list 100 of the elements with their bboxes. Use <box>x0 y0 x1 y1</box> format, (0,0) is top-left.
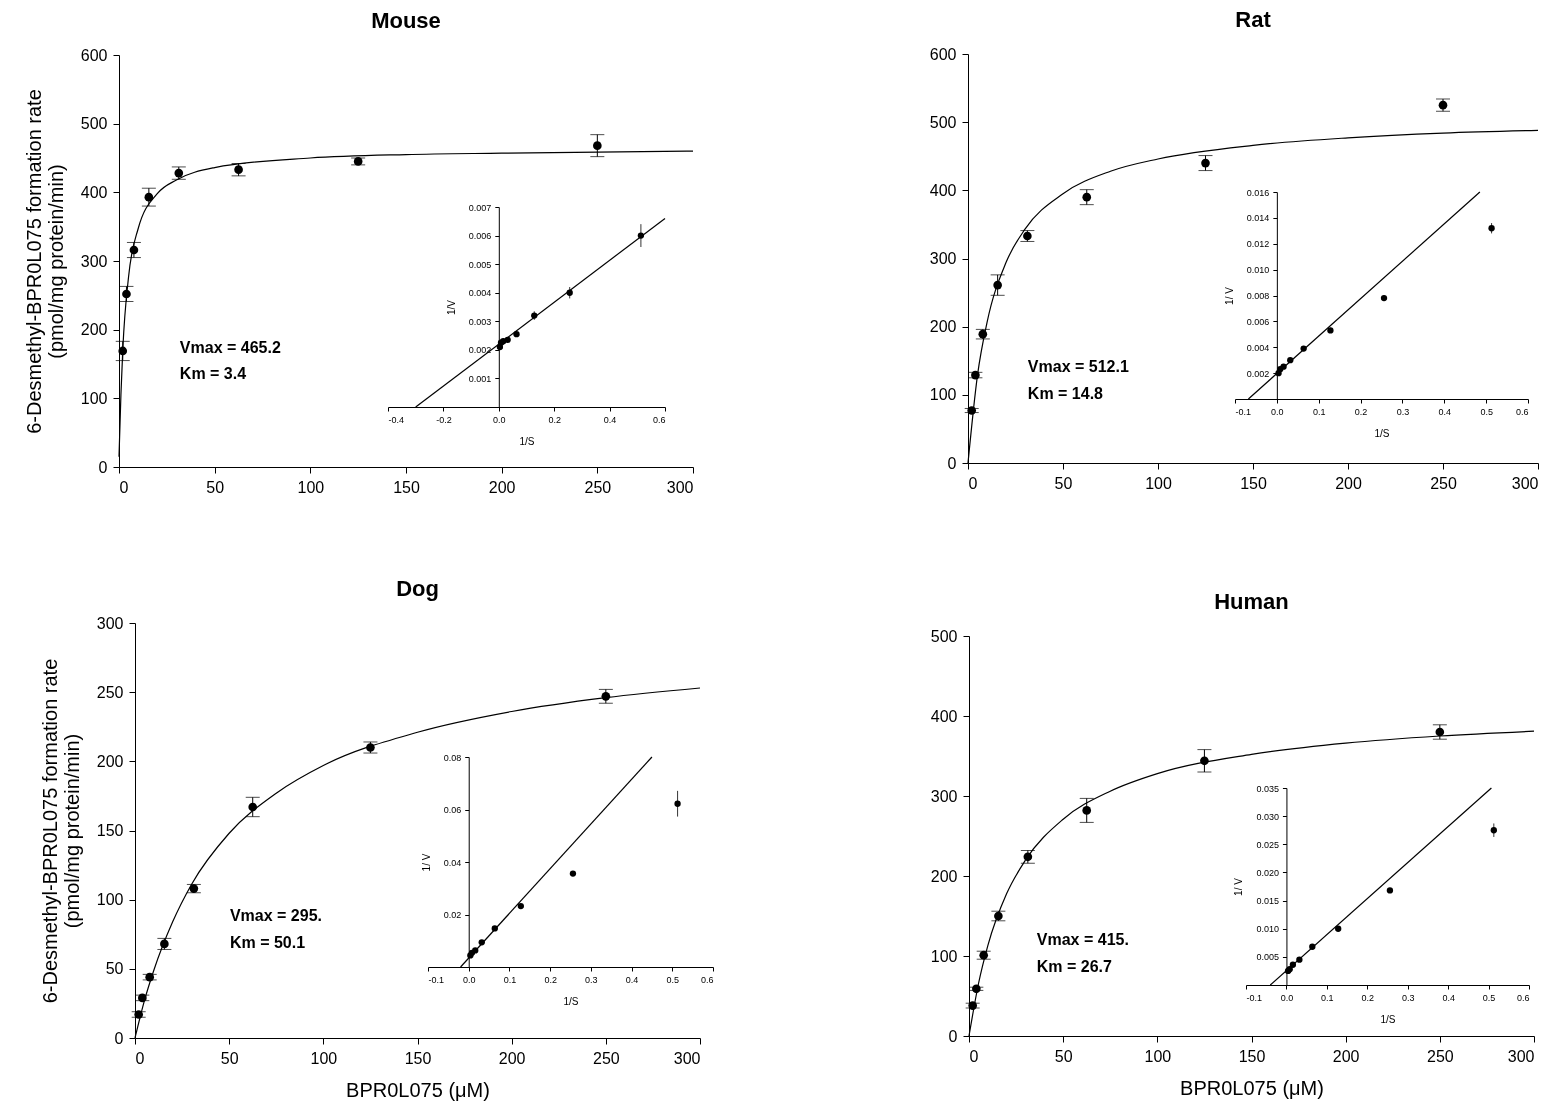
x-tick-label: 0.3 <box>1401 992 1415 1003</box>
x-tick-label: 0.6 <box>1516 992 1530 1003</box>
x-tick-label: 0.3 <box>585 974 598 985</box>
y-tick-label: 0.010 <box>1246 265 1270 276</box>
y-tick-label: 300 <box>96 614 124 632</box>
annotation: Vmax = 465.2 <box>179 338 281 356</box>
y-tick-label: 200 <box>930 867 958 885</box>
x-tick-label: 0.0 <box>1271 406 1284 417</box>
annotation: Km = 14.8 <box>1027 384 1104 402</box>
x-tick-label: 0.0 <box>1280 992 1294 1003</box>
x-axis-title: 1/S <box>1380 1013 1396 1025</box>
x-tick-label: 0.4 <box>603 414 617 425</box>
x-tick-label: 200 <box>1335 474 1362 492</box>
chart-title: Dog <box>396 576 439 601</box>
y-tick-label: 100 <box>929 386 957 404</box>
x-tick-label: 200 <box>1332 1047 1360 1065</box>
x-tick-label: 100 <box>1145 474 1172 492</box>
annotation: Vmax = 295. <box>229 906 322 924</box>
x-axis-title: BPR0L075 (μM) <box>1180 1076 1324 1099</box>
x-axis-title: 1/S <box>519 435 535 447</box>
y-tick-label: 500 <box>930 627 958 645</box>
x-tick-label: 0.4 <box>1438 406 1452 417</box>
y-tick-label: 0.014 <box>1246 213 1270 224</box>
y-tick-label: 0.006 <box>1246 316 1270 327</box>
x-tick-label: -0.1 <box>428 974 445 985</box>
y-tick-label: 400 <box>80 183 108 201</box>
y-tick-label: 100 <box>930 947 958 965</box>
x-axis-title: 1/S <box>563 995 579 1007</box>
x-tick-label: 0.2 <box>544 974 557 985</box>
chart-title: Mouse <box>371 8 441 33</box>
annotation: Vmax = 512.1 <box>1027 357 1129 375</box>
y-tick-label: 250 <box>96 683 124 701</box>
x-tick-label: 300 <box>1511 474 1539 492</box>
x-tick-label: 0.6 <box>1515 406 1529 417</box>
x-tick-label: 0.1 <box>1321 992 1334 1003</box>
x-tick-label: 200 <box>488 478 516 496</box>
y-tick-label: 400 <box>930 707 958 725</box>
x-tick-label: 250 <box>1430 474 1457 492</box>
y-axis-title: 1/ V <box>420 853 432 872</box>
x-tick-label: 0 <box>968 474 978 492</box>
y-tick-label: 0 <box>947 454 957 472</box>
y-tick-label: 100 <box>96 891 124 909</box>
chart-title: Rat <box>1235 7 1272 32</box>
x-tick-label: 300 <box>666 478 694 496</box>
x-tick-label: 0.5 <box>1480 406 1493 417</box>
y-tick-label: 0.003 <box>468 316 492 327</box>
x-tick-label: 0.2 <box>1354 406 1368 417</box>
y-tick-label: 500 <box>929 113 957 131</box>
x-tick-label: 0.4 <box>625 974 639 985</box>
y-tick-label: 300 <box>930 787 958 805</box>
y-axis-title: 1/V <box>445 299 457 316</box>
y-tick-label: 0 <box>98 458 108 476</box>
annotation: Vmax = 415. <box>1036 931 1129 948</box>
y-tick-label: 150 <box>96 822 124 839</box>
x-tick-label: 300 <box>673 1049 701 1067</box>
x-tick-label: 50 <box>220 1049 239 1067</box>
x-tick-label: 0 <box>969 1047 979 1065</box>
x-tick-label: 50 <box>1054 474 1073 492</box>
annotation: Km = 3.4 <box>179 365 247 383</box>
x-tick-label: -0.1 <box>1235 406 1252 417</box>
x-tick-label: 250 <box>584 478 612 496</box>
annotation: Km = 26.7 <box>1036 957 1113 975</box>
y-tick-label: 0.004 <box>1246 342 1270 353</box>
y-tick-label: 0.001 <box>468 373 492 384</box>
y-axis-title: 1/ V <box>1223 286 1235 305</box>
x-tick-label: 50 <box>1054 1047 1073 1065</box>
y-tick-label: 0.006 <box>468 231 492 242</box>
y-tick-label: 0.08 <box>443 752 462 763</box>
y-tick-label: 600 <box>929 45 957 63</box>
y-tick-label: 0.06 <box>443 805 462 815</box>
x-tick-label: 0.4 <box>1442 992 1455 1003</box>
y-tick-label: 0.016 <box>1246 187 1270 198</box>
chart-title: Human <box>1214 589 1289 614</box>
x-tick-label: 50 <box>206 478 225 496</box>
y-tick-label: 500 <box>80 115 108 133</box>
x-tick-label: 0 <box>135 1049 145 1067</box>
y-tick-label: 200 <box>929 318 957 336</box>
y-tick-label: 0.005 <box>1256 952 1279 963</box>
y-axis-title: 6-Desmethyl-BPR0L075 formation rate (pmol/mg protein/min) <box>38 658 83 1004</box>
x-tick-label: -0.2 <box>436 414 452 425</box>
y-axis-title: 1/ V <box>1233 877 1245 896</box>
x-tick-label: 0.3 <box>1396 406 1410 417</box>
y-tick-label: 300 <box>929 250 957 267</box>
y-tick-label: 0.004 <box>468 288 492 299</box>
y-tick-label: 200 <box>80 321 108 339</box>
x-tick-label: 0.0 <box>493 414 506 425</box>
y-tick-label: 0.04 <box>443 857 462 868</box>
y-tick-label: 200 <box>96 752 124 770</box>
x-tick-label: 0.6 <box>652 414 666 425</box>
x-axis-title: 1/S <box>1374 427 1390 439</box>
y-tick-label: 600 <box>80 46 108 64</box>
x-tick-label: 150 <box>404 1049 432 1067</box>
x-tick-label: 0.5 <box>1482 992 1496 1003</box>
y-tick-label: 400 <box>929 181 957 199</box>
x-tick-label: 0.5 <box>666 974 680 985</box>
x-axis-title: BPR0L075 (μM) <box>346 1078 490 1101</box>
x-tick-label: -0.1 <box>1246 992 1263 1003</box>
y-axis-title: 6-Desmethyl-BPR0L075 formation rate (pmol/mg protein/min) <box>22 89 67 434</box>
y-tick-label: 0.012 <box>1246 239 1270 250</box>
y-tick-label: 300 <box>80 252 108 270</box>
